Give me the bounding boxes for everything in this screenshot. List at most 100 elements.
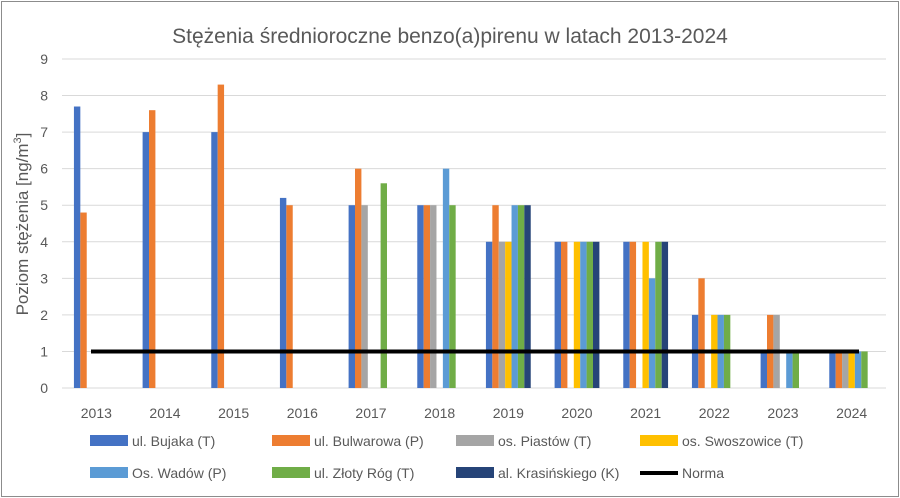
y-tick-label: 6	[40, 161, 48, 177]
bar	[623, 241, 630, 388]
y-tick-label: 5	[40, 197, 48, 213]
x-tick-label: 2021	[630, 405, 661, 421]
bar	[442, 168, 450, 388]
x-tick-label: 2013	[81, 405, 112, 421]
bar	[648, 278, 656, 388]
bar	[842, 351, 849, 388]
legend-item: os. Swoszowice (T)	[640, 433, 803, 449]
bar	[380, 183, 387, 388]
bar	[661, 241, 669, 388]
x-tick-label: 2018	[424, 405, 455, 421]
bar	[142, 132, 149, 388]
legend: ul. Bujaka (T) ul. Bulwarowa (P) os. Piast…	[90, 433, 803, 481]
bar	[593, 241, 600, 388]
bar	[361, 205, 368, 388]
bar	[417, 205, 424, 388]
y-axis-label: Poziom stężenia [ng/m3]	[12, 133, 32, 316]
bar	[485, 241, 493, 388]
bar	[492, 205, 499, 388]
y-tick-label: 9	[40, 51, 48, 67]
legend-label: ul. Bulwarowa (P)	[314, 433, 424, 449]
bar	[629, 241, 637, 388]
legend-item: Norma	[640, 465, 724, 481]
legend-label: os. Piastów (T)	[498, 433, 591, 449]
bar	[698, 278, 705, 388]
legend-item: ul. Bujaka (T)	[90, 433, 215, 449]
bar	[655, 241, 662, 388]
bar	[348, 205, 355, 388]
legend-label: Norma	[682, 465, 724, 481]
legend-item: os. Piastów (T)	[456, 433, 591, 449]
y-tick-label: 3	[40, 270, 48, 286]
x-tick-label: 2015	[218, 405, 249, 421]
legend-label: Os. Wadów (P)	[132, 465, 226, 481]
bar	[498, 241, 506, 388]
bar	[505, 241, 512, 388]
bar	[861, 351, 868, 388]
legend-swatch	[456, 467, 494, 478]
bar	[423, 205, 431, 388]
bar	[554, 241, 561, 388]
bar	[561, 241, 568, 388]
legend-item: ul. Bulwarowa (P)	[272, 433, 424, 449]
legend-swatch	[456, 435, 494, 446]
bar	[149, 110, 156, 389]
legend-label: ul. Złoty Róg (T)	[314, 465, 414, 481]
bar	[449, 205, 456, 388]
legend-swatch	[90, 435, 128, 446]
x-tick-label: 2023	[767, 405, 798, 421]
legend-item: ul. Złoty Róg (T)	[272, 465, 414, 481]
x-tick-label: 2020	[561, 405, 592, 421]
bar	[73, 106, 81, 389]
bar	[430, 205, 437, 388]
bar	[760, 351, 767, 388]
x-tick-label: 2014	[149, 405, 180, 421]
bar	[511, 205, 518, 388]
bar	[792, 351, 799, 388]
bar	[580, 241, 587, 388]
legend-swatch	[272, 467, 310, 478]
x-tick-labels: 2013 2014 2015 2016 2017 2018 2019 2020 2021 2022…	[81, 405, 868, 421]
bar	[586, 241, 593, 388]
y-tick-label: 7	[40, 124, 48, 140]
legend-swatch	[90, 467, 128, 478]
y-tick-label: 4	[40, 234, 48, 250]
x-tick-label: 2017	[355, 405, 386, 421]
legend-item: Os. Wadów (P)	[90, 465, 226, 481]
legend-swatch	[272, 435, 310, 446]
bar	[217, 84, 225, 388]
bar	[517, 205, 525, 388]
bar	[355, 168, 362, 388]
bar	[642, 241, 649, 388]
bar	[848, 351, 855, 388]
bar	[279, 197, 287, 388]
legend-swatch	[640, 435, 678, 446]
legend-label: al. Krasińskiego (K)	[498, 465, 619, 481]
legend-label: ul. Bujaka (T)	[132, 433, 215, 449]
legend-label: os. Swoszowice (T)	[682, 433, 803, 449]
y-tick-label: 0	[40, 380, 48, 396]
x-tick-label: 2022	[699, 405, 730, 421]
x-tick-label: 2019	[493, 405, 524, 421]
x-tick-label: 2024	[836, 405, 867, 421]
bar	[286, 205, 293, 388]
y-tick-label: 8	[40, 88, 48, 104]
bar	[835, 351, 843, 388]
legend-item: al. Krasińskiego (K)	[456, 465, 619, 481]
bar	[829, 351, 836, 388]
bar	[211, 132, 218, 388]
y-tick-labels: 0 1 2 3 4 5 6 7 8 9	[40, 51, 48, 396]
bar	[524, 205, 531, 388]
y-tick-label: 1	[40, 343, 48, 359]
y-tick-label: 2	[40, 307, 48, 323]
gridlines	[62, 58, 886, 389]
x-tick-label: 2016	[287, 405, 318, 421]
bars	[73, 84, 868, 389]
bar	[80, 212, 87, 388]
bar	[573, 241, 581, 388]
bar	[786, 351, 793, 388]
chart-title: Stężenia średnioroczne benzo(a)pirenu w …	[172, 25, 728, 48]
bar	[854, 351, 862, 388]
